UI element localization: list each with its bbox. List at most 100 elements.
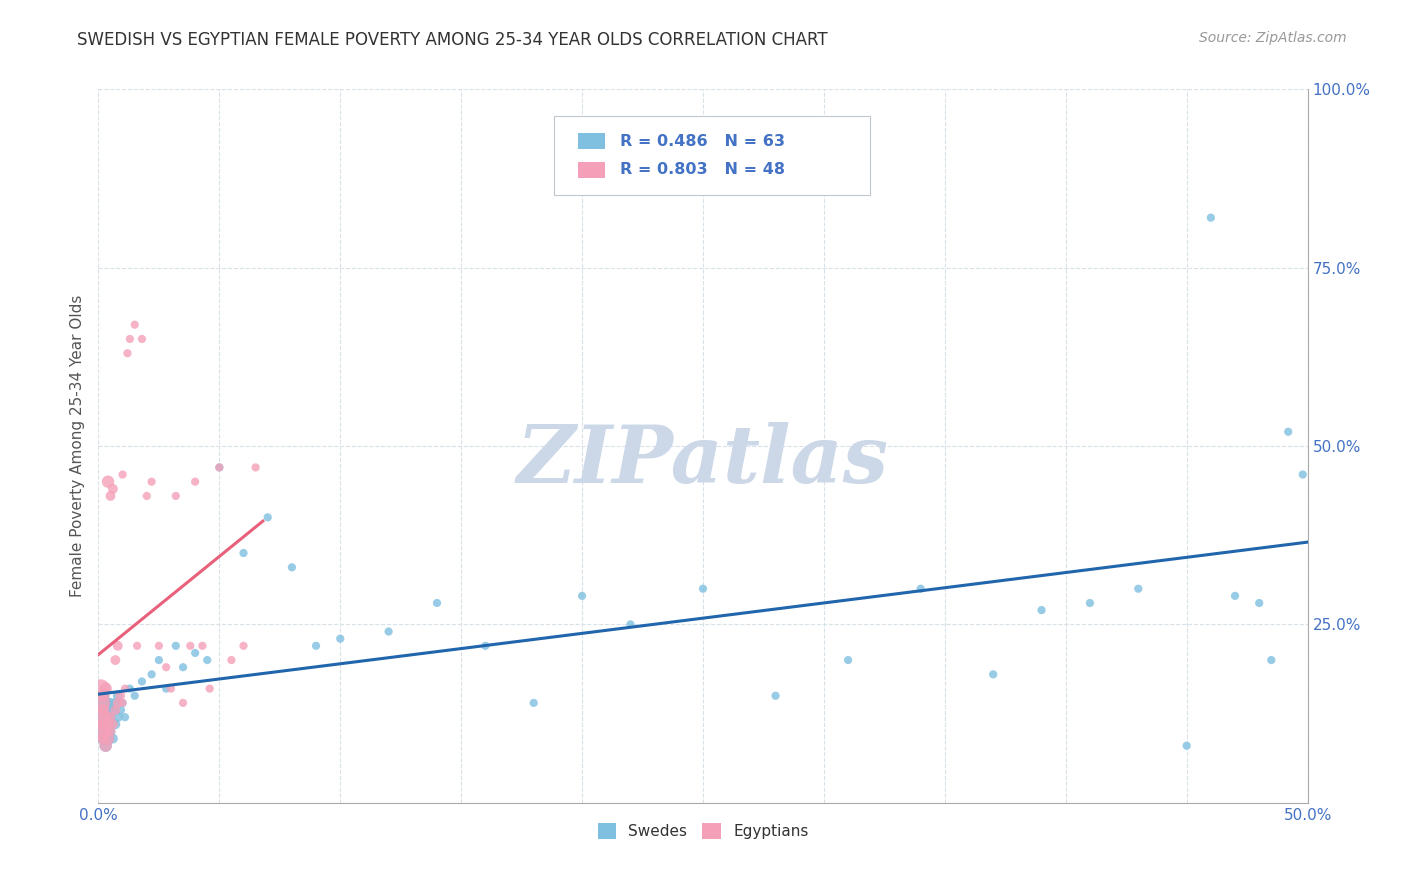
Point xyxy=(90,724,112,739)
Point xyxy=(1249,596,1271,610)
Point xyxy=(148,653,170,667)
Y-axis label: Female Poverty Among 25-34 Year Olds: Female Poverty Among 25-34 Year Olds xyxy=(69,295,84,597)
Point xyxy=(1031,603,1053,617)
Point xyxy=(94,696,117,710)
Point xyxy=(100,724,122,739)
Point xyxy=(97,717,120,731)
Point xyxy=(765,689,787,703)
Point xyxy=(1078,596,1101,610)
Point xyxy=(101,731,124,746)
Point xyxy=(377,624,399,639)
Point xyxy=(97,731,120,746)
Point xyxy=(329,632,352,646)
Point xyxy=(232,546,254,560)
Point xyxy=(172,696,194,710)
Point xyxy=(91,731,114,746)
Point xyxy=(100,724,122,739)
Point xyxy=(118,332,141,346)
Point xyxy=(1128,582,1150,596)
Point xyxy=(97,731,120,746)
Point xyxy=(91,731,114,746)
Point xyxy=(90,696,112,710)
Point xyxy=(94,710,117,724)
Point xyxy=(100,489,122,503)
Point xyxy=(172,660,194,674)
Point xyxy=(104,717,127,731)
Point xyxy=(91,717,114,731)
Text: SWEDISH VS EGYPTIAN FEMALE POVERTY AMONG 25-34 YEAR OLDS CORRELATION CHART: SWEDISH VS EGYPTIAN FEMALE POVERTY AMONG… xyxy=(77,31,828,49)
Point xyxy=(305,639,328,653)
Point xyxy=(571,589,593,603)
Point xyxy=(619,617,641,632)
Point xyxy=(90,696,112,710)
Point xyxy=(155,660,177,674)
Point xyxy=(94,710,117,724)
Point xyxy=(1223,589,1246,603)
Point xyxy=(91,689,114,703)
Point xyxy=(141,667,163,681)
FancyBboxPatch shape xyxy=(578,162,605,178)
Point xyxy=(1277,425,1299,439)
Point xyxy=(97,717,120,731)
Point xyxy=(100,710,122,724)
Point xyxy=(108,703,131,717)
Point xyxy=(97,703,120,717)
Point xyxy=(97,475,120,489)
Point xyxy=(191,639,214,653)
Point xyxy=(91,717,114,731)
Point xyxy=(104,696,127,710)
Point xyxy=(107,710,129,724)
Point xyxy=(101,703,124,717)
Point xyxy=(281,560,304,574)
Point xyxy=(117,346,139,360)
Point xyxy=(1292,467,1315,482)
Point xyxy=(100,696,122,710)
Point xyxy=(179,639,201,653)
Point xyxy=(523,696,546,710)
Point xyxy=(90,681,112,696)
Point xyxy=(198,681,221,696)
Point xyxy=(426,596,449,610)
Point xyxy=(114,710,136,724)
Point xyxy=(165,489,187,503)
Point xyxy=(160,681,183,696)
Point xyxy=(111,696,134,710)
Point xyxy=(692,582,714,596)
Point xyxy=(108,689,131,703)
Point xyxy=(195,653,218,667)
Point xyxy=(104,703,127,717)
Point xyxy=(100,710,122,724)
Point xyxy=(111,467,134,482)
Point xyxy=(94,724,117,739)
Point xyxy=(94,739,117,753)
Point xyxy=(1199,211,1222,225)
Point xyxy=(107,689,129,703)
Point xyxy=(91,689,114,703)
Point xyxy=(111,696,134,710)
Point xyxy=(208,460,231,475)
Point xyxy=(221,653,243,667)
Point xyxy=(91,703,114,717)
Point xyxy=(91,703,114,717)
Legend: Swedes, Egyptians: Swedes, Egyptians xyxy=(592,817,814,845)
Point xyxy=(184,475,207,489)
Point xyxy=(107,639,129,653)
Point xyxy=(94,724,117,739)
Point xyxy=(90,710,112,724)
Point xyxy=(94,739,117,753)
Point xyxy=(118,681,141,696)
Point xyxy=(1260,653,1282,667)
Point xyxy=(1175,739,1198,753)
Point xyxy=(148,639,170,653)
Point xyxy=(104,653,127,667)
Point xyxy=(184,646,207,660)
Point xyxy=(90,724,112,739)
Text: Source: ZipAtlas.com: Source: ZipAtlas.com xyxy=(1199,31,1347,45)
Point xyxy=(124,318,146,332)
Point xyxy=(101,482,124,496)
Point xyxy=(114,681,136,696)
Point xyxy=(155,681,177,696)
Text: ZIPatlas: ZIPatlas xyxy=(517,422,889,499)
Point xyxy=(165,639,187,653)
Point xyxy=(94,681,117,696)
